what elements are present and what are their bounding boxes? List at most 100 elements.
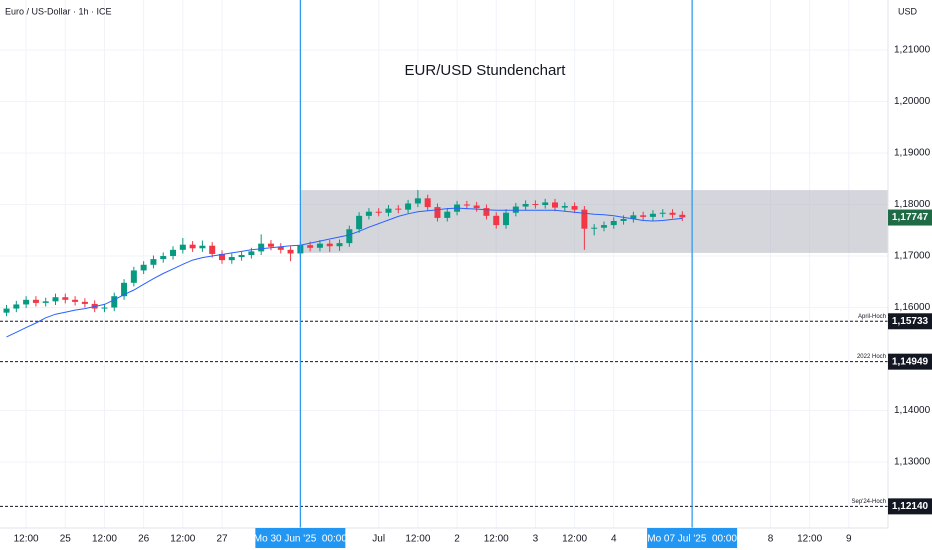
candle-body: [287, 249, 294, 254]
candle-body: [434, 207, 441, 218]
candle-body: [130, 270, 137, 283]
candle-body: [473, 205, 480, 209]
candle-body: [42, 301, 49, 303]
candle-body: [503, 212, 510, 226]
vertical-marker-box: [647, 528, 738, 548]
candle-body: [52, 297, 59, 302]
candle-body: [307, 245, 314, 248]
candle-body: [385, 208, 392, 213]
axes: 1,13000 1,14000 1,16000 1,17000 1,18000 1,190…: [14, 45, 932, 548]
candle-body: [424, 198, 431, 208]
y-tick-label: 1,14000: [894, 405, 931, 416]
candle-body: [111, 296, 118, 308]
x-tick-label: 9: [846, 534, 852, 545]
symbol: Euro / US-Dollar · 1h · ICE: [5, 6, 112, 16]
candle-body: [571, 206, 578, 210]
vertical-marker-label: Mo 07 Jul '25 00:00: [647, 534, 737, 545]
candle-body: [316, 243, 323, 248]
x-tick-label: 12:00: [14, 534, 39, 545]
range-zone: [300, 190, 889, 253]
x-tick-label: 12:00: [484, 534, 509, 545]
candle-body: [610, 220, 617, 226]
vertical-marker-box: [255, 528, 346, 548]
candle-body: [600, 225, 607, 228]
candle-body: [591, 227, 598, 229]
candle-body: [189, 244, 196, 249]
candle-body: [669, 212, 676, 215]
candle-body: [228, 257, 235, 261]
candle-body: [150, 259, 157, 265]
candle-body: [659, 212, 666, 214]
level-name: 2022 Hoch: [857, 354, 886, 360]
currency: USD: [898, 6, 918, 16]
chart-title: EUR/USD Stundenchart: [405, 62, 567, 79]
candle-body: [179, 244, 186, 250]
x-tick-label: 27: [216, 534, 228, 545]
x-tick-label: 12:00: [170, 534, 195, 545]
candle-body: [121, 282, 128, 297]
x-tick-label: 4: [611, 534, 617, 545]
candle-body: [248, 251, 255, 255]
candle-body: [463, 204, 470, 206]
candle-body: [395, 208, 402, 210]
candle-body: [365, 211, 372, 216]
candle-body: [581, 209, 588, 229]
y-tick-label: 1,16000: [894, 302, 931, 313]
x-tick-label: Jul: [372, 534, 385, 545]
y-tick-label: 1,13000: [894, 457, 931, 468]
y-tick-label: 1,19000: [894, 148, 931, 159]
moving-average: [6, 207, 683, 338]
candle-body: [160, 256, 167, 260]
candle-body: [483, 208, 490, 216]
candle-body: [561, 206, 568, 208]
x-tick-label: 25: [60, 534, 72, 545]
level-price-box: [888, 353, 932, 370]
candle-body: [62, 297, 69, 300]
vertical-marker-label: Mo 30 Jun '25 00:00: [254, 534, 348, 545]
y-tick-label: 1,18000: [894, 199, 931, 210]
candle-body: [493, 215, 500, 226]
candle-body: [346, 229, 353, 244]
y-tick-label: 1,21000: [894, 45, 931, 56]
candle-body: [414, 198, 421, 204]
candle-body: [170, 249, 177, 257]
candle-body: [32, 299, 39, 303]
candle-body: [72, 299, 79, 302]
candle-body: [209, 245, 216, 254]
level-price-box: [888, 498, 932, 515]
level-name: Sep'24-Hoch: [852, 499, 887, 505]
x-tick-label: 12:00: [92, 534, 117, 545]
level-price-label: 1,12140: [892, 501, 929, 512]
x-tick-label: 26: [138, 534, 150, 545]
x-tick-label: 8: [768, 534, 774, 545]
candle-body: [326, 243, 333, 247]
candle-body: [375, 211, 382, 213]
candle-body: [649, 213, 656, 217]
level-price-box: [888, 313, 932, 330]
candle-body: [640, 215, 647, 217]
candle-body: [512, 206, 519, 213]
candle-body: [23, 299, 30, 305]
candle-body: [277, 246, 284, 250]
x-tick-label: 12:00: [797, 534, 822, 545]
last-price-box: [888, 209, 932, 226]
candle-body: [679, 214, 686, 218]
level-price-label: 1,15733: [892, 316, 929, 327]
x-tick-label: 3: [533, 534, 539, 545]
candle-body: [356, 215, 363, 230]
candle-body: [101, 307, 108, 309]
candle-body: [219, 253, 225, 261]
candle-body: [3, 308, 10, 313]
plot: April-Hoch 2022 Hoch Sep'24-Hoch: [0, 0, 889, 528]
candle-body: [267, 243, 274, 247]
x-tick-label: 12:00: [562, 534, 587, 545]
candle-body: [630, 215, 637, 219]
candle-body: [522, 203, 529, 207]
level-name: April-Hoch: [858, 314, 886, 320]
candle-body: [542, 202, 549, 206]
candle-body: [238, 254, 245, 258]
x-tick-label: 2: [454, 534, 460, 545]
